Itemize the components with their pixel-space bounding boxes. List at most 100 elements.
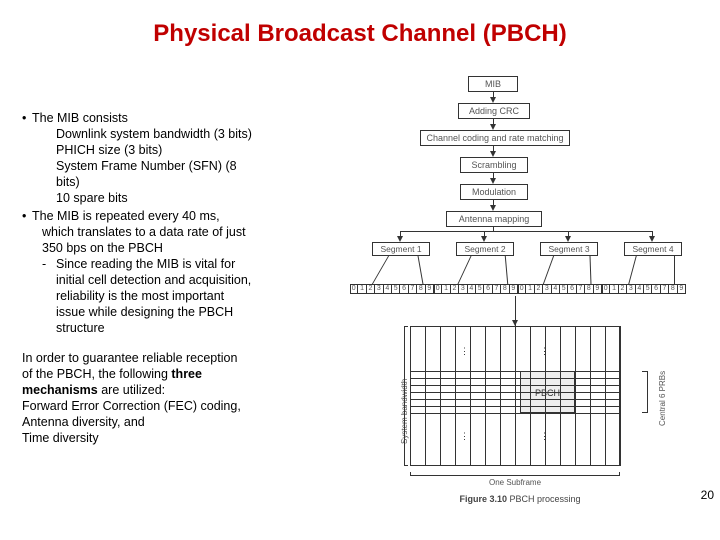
line: Since reading the MIB is vital for <box>56 257 235 271</box>
grid-line <box>410 326 411 466</box>
subframe-cell: 0 <box>518 284 526 294</box>
line: initial cell detection and acquisition, <box>32 272 352 288</box>
grid-line <box>560 326 561 466</box>
grid-line <box>605 326 606 466</box>
diag-connector <box>418 256 424 284</box>
flow-connector <box>400 231 652 232</box>
subframe-cell: 8 <box>501 284 509 294</box>
subframe-cell: 6 <box>568 284 576 294</box>
subframe-cell: 7 <box>661 284 669 294</box>
subframe-cell: 8 <box>585 284 593 294</box>
lower-paragraph: In order to guarantee reliable reception… <box>22 350 352 446</box>
subframe-cell: 5 <box>476 284 484 294</box>
ellipsis-dots: ⋮ <box>460 431 471 442</box>
line: In order to guarantee reliable reception <box>22 350 352 366</box>
subframe-cell: 5 <box>644 284 652 294</box>
subframe-cell: 4 <box>384 284 392 294</box>
subframe-cell: 9 <box>678 284 686 294</box>
ellipsis-dots: … <box>594 392 605 402</box>
caption-fig-num: Figure 3.10 <box>459 494 507 504</box>
line: Antenna diversity, and <box>22 414 352 430</box>
diag-connector <box>372 256 389 284</box>
grid-line <box>500 326 501 466</box>
flow-box-mib: MIB <box>468 76 518 92</box>
subframe-cell: 9 <box>426 284 434 294</box>
subframe-cell: 3 <box>627 284 635 294</box>
label-central-prbs: Central 6 PRBs <box>658 371 667 426</box>
segment-3-box: Segment 3 <box>540 242 598 256</box>
subframe-cell: 6 <box>484 284 492 294</box>
subframe-cell: 3 <box>375 284 383 294</box>
subframe-cell: 3 <box>459 284 467 294</box>
segment-4-box: Segment 4 <box>624 242 682 256</box>
subframe-cell: 1 <box>442 284 450 294</box>
flow-box-coding: Channel coding and rate matching <box>420 130 570 146</box>
sub-phich-size: PHICH size (3 bits) <box>32 142 352 158</box>
pbch-diagram: MIB Adding CRC Channel coding and rate m… <box>360 76 705 500</box>
line: reliability is the most important <box>32 288 352 304</box>
subframe-cell: 1 <box>358 284 366 294</box>
subframe-cell: 8 <box>417 284 425 294</box>
diag-connector <box>628 256 637 284</box>
subframe-cell: 2 <box>451 284 459 294</box>
ellipsis-dots: ⋮ <box>460 346 471 357</box>
text-bold: three <box>171 367 202 381</box>
ellipsis-dots: … <box>420 392 431 402</box>
brace-central-prbs <box>642 371 648 413</box>
text-bold: mechanisms <box>22 383 98 397</box>
line: mechanisms are utilized: <box>22 382 352 398</box>
sub-sfn-b: bits) <box>32 174 352 190</box>
subframe-cell: 2 <box>367 284 375 294</box>
label-subframe: One Subframe <box>410 478 620 487</box>
subframe-cell: 7 <box>409 284 417 294</box>
arrow-down-icon <box>512 320 518 326</box>
subframe-cell: 4 <box>552 284 560 294</box>
subframe-cell: 7 <box>493 284 501 294</box>
bullet-mib-consists: The MIB consists Downlink system bandwid… <box>22 110 352 206</box>
subframe-cell: 4 <box>636 284 644 294</box>
brace-system-bw <box>404 326 408 466</box>
ellipsis-dots: ⋮ <box>540 346 551 357</box>
grid-line <box>515 326 516 466</box>
grid-line <box>440 326 441 466</box>
page-title: Physical Broadcast Channel (PBCH) <box>0 20 720 48</box>
grid-line <box>530 326 531 466</box>
segment-2-box: Segment 2 <box>456 242 514 256</box>
line: Forward Error Correction (FEC) coding, <box>22 398 352 414</box>
line: of the PBCH, the following three <box>22 366 352 382</box>
segment-1-box: Segment 1 <box>372 242 430 256</box>
sub-spare-bits: 10 spare bits <box>32 190 352 206</box>
sub-dash-reliability: Since reading the MIB is vital for <box>42 256 352 272</box>
line: issue while designing the PBCH <box>32 304 352 320</box>
subframe-cell: 1 <box>526 284 534 294</box>
subframe-cell: 2 <box>619 284 627 294</box>
grid-line <box>590 326 591 466</box>
subframe-cell: 8 <box>669 284 677 294</box>
subframe-cell: 2 <box>535 284 543 294</box>
flow-box-scrambling: Scrambling <box>460 157 528 173</box>
subframe-cell: 6 <box>400 284 408 294</box>
grid-line <box>575 326 576 466</box>
sub-sfn-a: System Frame Number (SFN) (8 <box>32 158 352 174</box>
line: 350 bps on the PBCH <box>32 240 352 256</box>
sub-downlink-bw: Downlink system bandwidth (3 bits) <box>32 126 352 142</box>
figure-caption: Figure 3.10 PBCH processing <box>420 494 620 504</box>
bullet-text: The MIB is repeated every 40 ms, <box>32 209 220 223</box>
flow-box-modulation: Modulation <box>460 184 528 200</box>
subframe-cell: 3 <box>543 284 551 294</box>
subframe-cell: 0 <box>434 284 442 294</box>
line: structure <box>32 320 352 336</box>
grid-line <box>485 326 486 466</box>
ellipsis-dots: ⋮ <box>540 431 551 442</box>
caption-text: PBCH processing <box>510 494 581 504</box>
subframe-cell: 1 <box>610 284 618 294</box>
flow-box-antenna: Antenna mapping <box>446 211 542 227</box>
subframe-cell: 5 <box>392 284 400 294</box>
diag-connector <box>674 256 675 284</box>
diag-connector <box>590 256 592 284</box>
line: Time diversity <box>22 430 352 446</box>
bullet-text: The MIB consists <box>32 111 128 125</box>
subframe-cell: 5 <box>560 284 568 294</box>
diag-connector <box>457 256 471 284</box>
diag-connector <box>505 256 508 284</box>
